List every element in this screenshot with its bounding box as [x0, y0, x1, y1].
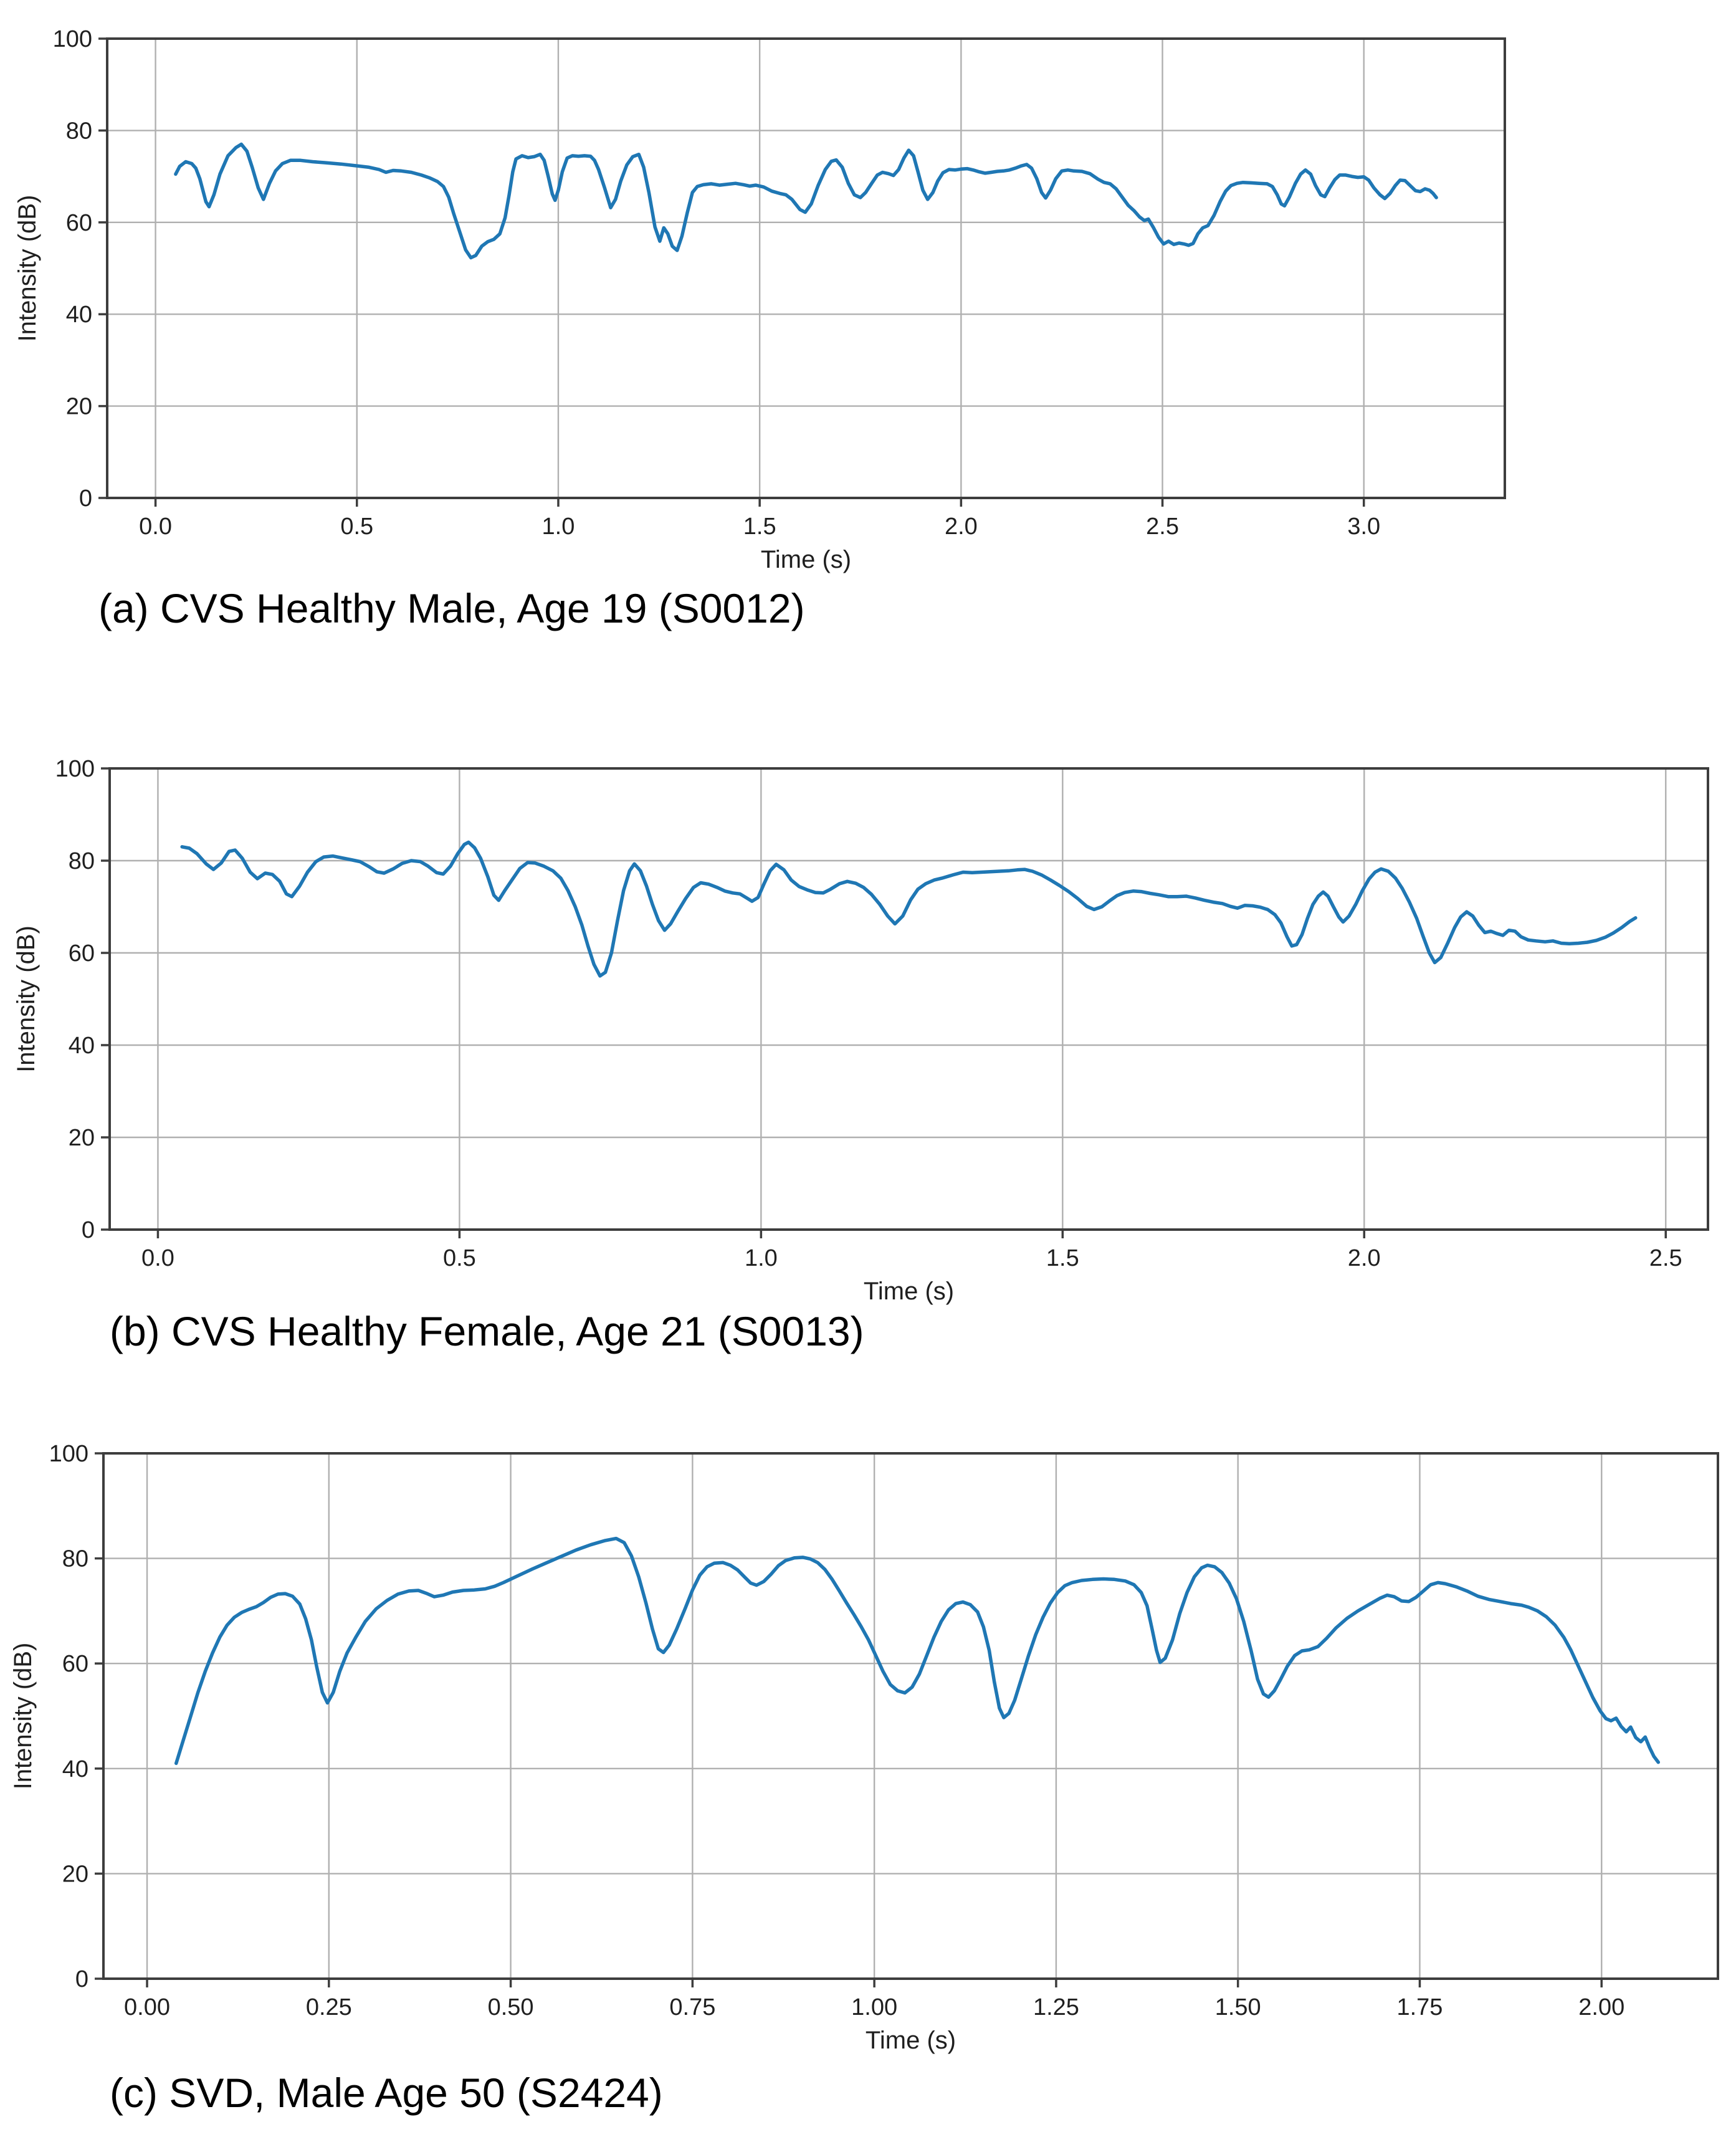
caption-chart-a: (a) CVS Healthy Male, Age 19 (S0012) [98, 585, 805, 631]
y-axis-label: Intensity (dB) [9, 1643, 37, 1790]
xtick-label: 1.5 [1046, 1245, 1079, 1271]
ytick-label: 60 [66, 210, 92, 236]
data-line-b [180, 840, 1638, 978]
xtick-label: 1.0 [745, 1245, 778, 1271]
ytick-label: 80 [69, 848, 95, 874]
ytick-label: 100 [53, 26, 92, 52]
plot-border-b [108, 767, 1709, 1231]
y-axis-label: Intensity (dB) [14, 195, 41, 342]
ytick-label: 20 [62, 1861, 88, 1887]
caption-chart-c: (c) SVD, Male Age 50 (S2424) [110, 2070, 663, 2116]
y-axis-label: Intensity (dB) [12, 925, 40, 1073]
ytick-label: 20 [66, 394, 92, 420]
ytick-label: 0 [79, 485, 92, 512]
data-line-a [174, 142, 1438, 260]
ticks-a [98, 37, 1365, 507]
chart-a: 0.0 0.5 1.0 1.5 2.0 2.5 3.0 0 20 40 60 80 100 Time (s… [14, 26, 1506, 573]
xtick-label: 0.25 [306, 1994, 352, 2020]
xtick-label: 0.50 [488, 1994, 534, 2020]
ytick-label: 0 [75, 1966, 88, 1992]
ytick-label: 20 [69, 1125, 95, 1151]
xtick-label: 0.5 [443, 1245, 476, 1271]
caption-chart-b: (b) CVS Healthy Female, Age 21 (S0013) [110, 1308, 864, 1354]
xtick-label: 3.0 [1347, 514, 1380, 540]
ticks-c [95, 1452, 1603, 1987]
x-axis-label: Time (s) [866, 2027, 956, 2054]
xtick-label: 0.0 [141, 1245, 174, 1271]
xtick-label: 1.25 [1033, 1994, 1079, 2020]
ytick-label: 40 [66, 302, 92, 328]
xtick-label: 2.5 [1649, 1245, 1682, 1271]
xtick-label: 2.0 [945, 514, 978, 540]
chart-c: 0.00 0.25 0.50 0.75 1.00 1.25 1.50 1.75 2.00 0 20 4… [9, 1441, 1719, 2054]
chart-b: 0.0 0.5 1.0 1.5 2.0 2.5 0 20 40 60 80 100 Time (s) In… [12, 756, 1709, 1305]
tick-labels-c: 0.00 0.25 0.50 0.75 1.00 1.25 1.50 1.75 2.00 0 20 4… [49, 1441, 1625, 2020]
plot-border-c [102, 1452, 1719, 1980]
ytick-label: 80 [62, 1546, 88, 1572]
xtick-label: 0.0 [139, 514, 172, 540]
ytick-label: 60 [62, 1651, 88, 1677]
ticks-b [101, 767, 1667, 1238]
ytick-label: 80 [66, 118, 92, 144]
ytick-label: 40 [69, 1033, 95, 1059]
xtick-label: 2.00 [1578, 1994, 1624, 2020]
grid-a [107, 37, 1505, 499]
tick-labels-a: 0.0 0.5 1.0 1.5 2.0 2.5 3.0 0 20 40 60 80 100 [53, 26, 1381, 540]
xtick-label: 1.0 [542, 514, 575, 540]
xtick-label: 1.00 [851, 1994, 897, 2020]
ytick-label: 0 [82, 1217, 95, 1243]
plot-border-a [106, 37, 1506, 499]
xtick-label: 1.75 [1396, 1994, 1443, 2020]
xtick-label: 1.5 [743, 514, 776, 540]
ytick-label: 60 [69, 940, 95, 967]
x-axis-label: Time (s) [864, 1278, 954, 1305]
grid-c [103, 1452, 1718, 1980]
xtick-label: 0.00 [124, 1994, 170, 2020]
data-line-c [174, 1536, 1661, 1766]
ytick-label: 100 [55, 756, 95, 782]
xtick-label: 2.0 [1348, 1245, 1381, 1271]
ytick-label: 100 [49, 1441, 88, 1467]
grid-b [110, 767, 1708, 1231]
ytick-label: 40 [62, 1756, 88, 1782]
tick-labels-b: 0.0 0.5 1.0 1.5 2.0 2.5 0 20 40 60 80 100 [55, 756, 1682, 1271]
x-axis-label: Time (s) [761, 546, 851, 573]
xtick-label: 1.50 [1215, 1994, 1261, 2020]
xtick-label: 2.5 [1146, 514, 1179, 540]
xtick-label: 0.75 [669, 1994, 715, 2020]
xtick-label: 0.5 [340, 514, 373, 540]
